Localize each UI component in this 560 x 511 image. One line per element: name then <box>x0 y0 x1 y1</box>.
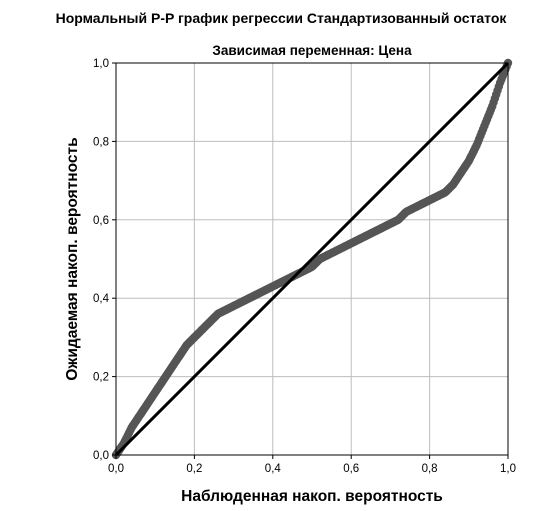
y-tick-label: 1,0 <box>93 58 109 70</box>
grid <box>116 63 508 455</box>
y-tick-label: 0,4 <box>93 293 110 305</box>
y-tick-label: 0,6 <box>93 215 109 227</box>
x-tick-label: 0,2 <box>186 463 202 475</box>
x-tick-label: 0,4 <box>265 463 282 475</box>
y-tick-label: 0,8 <box>93 136 109 148</box>
plot-border <box>115 62 509 456</box>
x-tick-label: 0,8 <box>422 463 438 475</box>
plot-frame <box>115 62 509 456</box>
points <box>111 58 513 460</box>
reference-line <box>114 61 510 457</box>
y-axis-title: Ожидаемая накоп. вероятность <box>64 137 81 380</box>
x-tick-label: 0,0 <box>108 463 124 475</box>
y-ticks: 0,0 0,2 0,4 0,6 0,8 1,0 <box>93 58 116 462</box>
x-axis-title: Наблюденная накоп. вероятность <box>181 488 443 505</box>
reference-line-group <box>114 61 510 457</box>
y-tick-label: 0,0 <box>93 450 109 462</box>
x-ticks: 0,0 0,2 0,4 0,6 0,8 1,0 <box>108 455 516 475</box>
chart-title: Нормальный P-P график регрессии Стандарт… <box>56 10 508 26</box>
y-tick-label: 0,2 <box>93 372 109 384</box>
chart-subtitle: Зависимая переменная: Цена <box>212 43 412 58</box>
x-tick-label: 1,0 <box>500 463 516 475</box>
x-tick-label: 0,6 <box>343 463 359 475</box>
